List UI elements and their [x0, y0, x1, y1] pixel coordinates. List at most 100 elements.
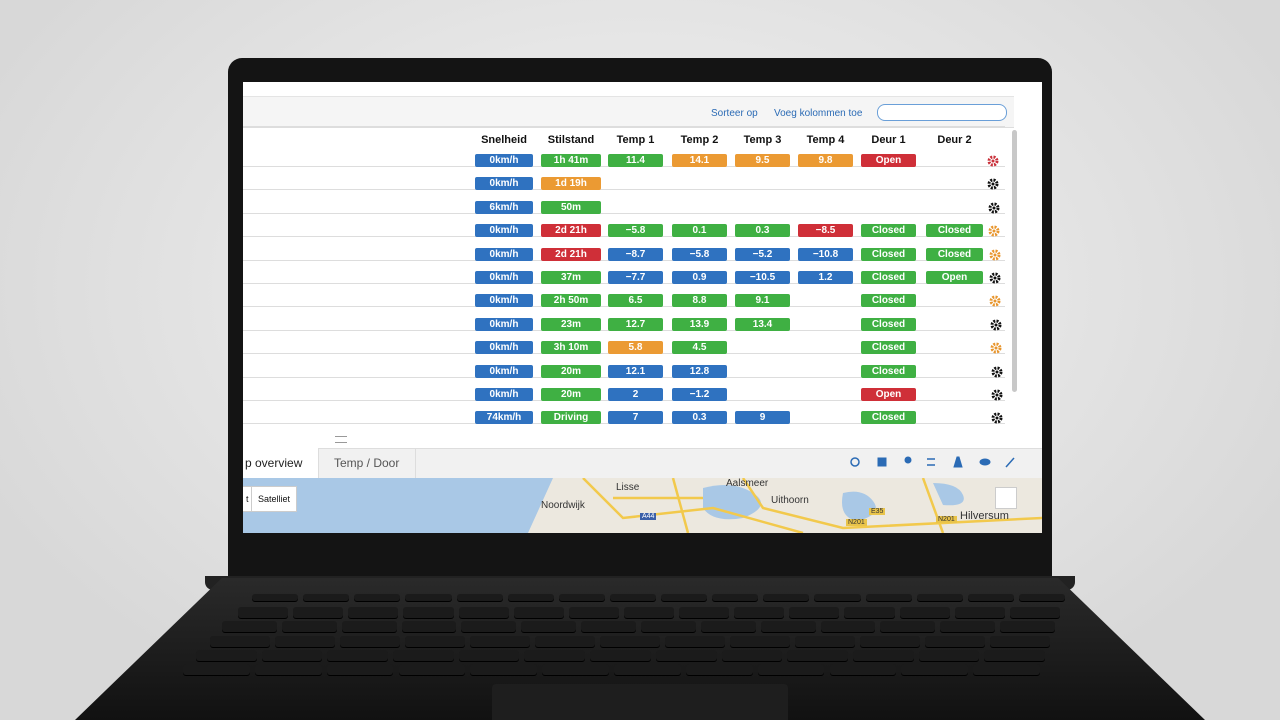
status-badge: 0km/h — [475, 271, 533, 284]
key — [700, 621, 756, 632]
key — [458, 650, 520, 661]
key — [984, 650, 1045, 661]
key — [293, 607, 344, 618]
fullscreen-button[interactable] — [995, 487, 1017, 509]
key — [405, 636, 465, 647]
status-badge: 0km/h — [475, 154, 533, 167]
status-badge: 3h 10m — [541, 341, 601, 355]
road-label: E35 — [869, 508, 886, 515]
key — [852, 650, 914, 661]
add-columns-button[interactable]: Voeg kolommen toe — [774, 108, 863, 119]
key — [403, 607, 454, 618]
status-badge: 0.9 — [672, 271, 727, 284]
status-badge: 0km/h — [475, 317, 533, 331]
key — [829, 664, 897, 675]
status-badge: 9.8 — [798, 154, 853, 167]
key — [899, 607, 950, 618]
status-badge: 2d 21h — [541, 224, 601, 238]
key — [470, 636, 530, 647]
key — [1018, 594, 1065, 601]
settings-gear[interactable] — [991, 366, 1003, 378]
key — [261, 650, 323, 661]
key — [222, 621, 277, 632]
status-badge: 2h 50m — [541, 294, 601, 308]
status-badge: 14.1 — [672, 154, 727, 167]
key — [254, 664, 322, 675]
key — [281, 621, 337, 632]
status-badge: Open — [861, 388, 916, 401]
status-badge: −7.7 — [608, 271, 663, 284]
status-badge: 20m — [541, 364, 601, 378]
sort-button[interactable]: Sorteer op — [711, 108, 758, 119]
resize-handle[interactable] — [335, 436, 347, 443]
key — [901, 664, 969, 675]
settings-gear[interactable] — [989, 249, 1001, 261]
status-badge: 20m — [541, 388, 601, 401]
tab[interactable]: p overview — [243, 448, 320, 478]
place-label: Hilversum — [960, 510, 1009, 522]
status-badge: 23m — [541, 317, 601, 331]
key — [398, 664, 466, 675]
key — [558, 594, 605, 601]
settings-gear[interactable] — [989, 272, 1001, 284]
search-input[interactable] — [877, 104, 1007, 121]
key — [623, 607, 675, 618]
key — [757, 664, 825, 675]
key — [661, 594, 708, 601]
key — [340, 636, 400, 647]
status-badge: −10.5 — [735, 271, 790, 284]
key — [275, 636, 335, 647]
key — [1000, 621, 1055, 632]
key — [795, 636, 855, 647]
status-badge: 50m — [541, 200, 601, 214]
settings-gear[interactable] — [989, 295, 1001, 307]
key — [679, 607, 730, 618]
status-badge: 0km/h — [475, 247, 533, 261]
place-label: Noordwijk — [541, 500, 585, 511]
status-badge: Closed — [861, 364, 916, 378]
status-badge: −5.8 — [672, 247, 727, 261]
status-badge: 0km/h — [475, 294, 533, 308]
status-badge: Closed — [926, 247, 983, 261]
key — [581, 621, 636, 632]
settings-gear[interactable] — [991, 389, 1003, 401]
key — [916, 594, 963, 601]
scrollbar[interactable] — [1012, 130, 1017, 392]
settings-gear[interactable] — [988, 202, 1000, 214]
settings-gear[interactable] — [987, 178, 999, 190]
key — [303, 594, 350, 601]
status-badge: 9 — [735, 411, 790, 425]
status-badge: −8.7 — [608, 247, 663, 261]
key — [393, 650, 454, 661]
status-badge: 13.4 — [735, 317, 790, 331]
settings-gear[interactable] — [991, 412, 1003, 424]
column-header: Temp 4 — [806, 134, 845, 146]
key — [665, 636, 725, 647]
key — [609, 594, 656, 601]
key — [461, 621, 517, 632]
key — [967, 594, 1014, 601]
status-badge: 0km/h — [475, 341, 533, 355]
column-header: Snelheid — [481, 134, 527, 146]
settings-gear[interactable] — [990, 342, 1002, 354]
key — [600, 636, 660, 647]
status-badge: Closed — [861, 247, 916, 261]
status-badge: Closed — [861, 294, 916, 308]
tab-bar — [243, 448, 1042, 479]
status-badge: 0km/h — [475, 364, 533, 378]
status-badge: −1.2 — [672, 388, 727, 401]
map-type-button[interactable]: Satelliet — [251, 486, 298, 512]
status-badge: 8.8 — [672, 294, 727, 308]
status-badge: Closed — [861, 224, 916, 238]
column-header: Temp 3 — [743, 134, 782, 146]
status-badge: 37m — [541, 271, 601, 284]
key — [880, 621, 936, 632]
settings-gear[interactable] — [987, 155, 999, 167]
key — [685, 664, 753, 675]
tab[interactable]: Temp / Door — [318, 448, 417, 478]
settings-gear[interactable] — [988, 225, 1000, 237]
key — [327, 650, 389, 661]
status-badge: 1d 19h — [541, 177, 601, 191]
settings-gear[interactable] — [990, 319, 1002, 331]
